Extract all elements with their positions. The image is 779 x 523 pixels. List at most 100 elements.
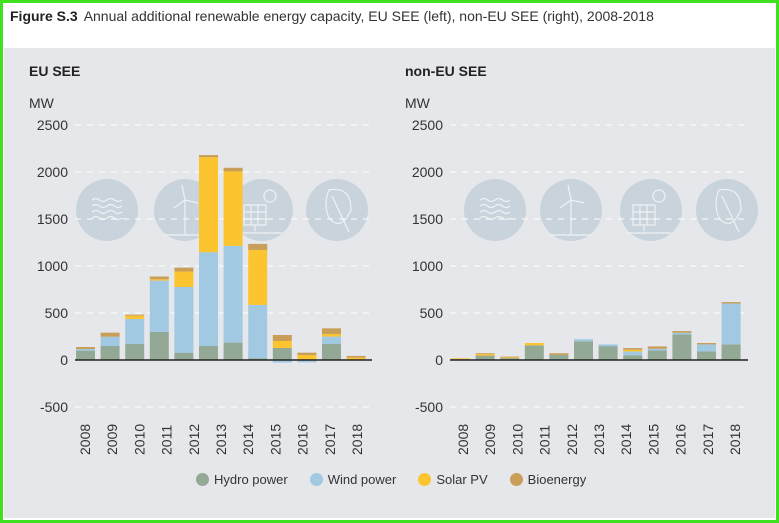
x-tick-label: 2008 xyxy=(77,424,93,455)
sun xyxy=(652,189,666,203)
bar-wind xyxy=(697,344,716,352)
y-tick-label: 2500 xyxy=(37,117,68,133)
bar-bio xyxy=(125,314,145,316)
bar-solar xyxy=(248,249,268,305)
x-tick-label: 2009 xyxy=(482,424,498,455)
legend-label: Solar PV xyxy=(436,472,488,487)
bar-bio xyxy=(549,353,569,355)
legend-swatch-hydro xyxy=(196,473,209,486)
icon-circle xyxy=(620,179,682,241)
figure-caption: Annual additional renewable energy capac… xyxy=(83,8,654,24)
figure-title: Figure S.3 Annual additional renewable en… xyxy=(10,8,654,24)
bar-solar xyxy=(272,341,292,348)
bar-solar xyxy=(223,171,243,246)
bar-hydro xyxy=(174,352,194,360)
leaf-icon xyxy=(696,179,758,241)
x-tick-label: 2009 xyxy=(104,424,120,455)
wave xyxy=(91,203,123,209)
leaf-icon xyxy=(306,179,368,241)
bar-hydro xyxy=(574,341,593,360)
x-tick-label: 2015 xyxy=(645,424,661,455)
y-tick-label: 2500 xyxy=(412,117,443,133)
x-tick-label: 2017 xyxy=(322,424,338,455)
x-tick-label: 2011 xyxy=(159,425,175,455)
x-tick-label: 2008 xyxy=(455,424,471,455)
x-tick-label: 2017 xyxy=(700,424,716,455)
icon-circle xyxy=(306,179,368,241)
solar-panel-icon xyxy=(620,179,682,241)
bar-bio xyxy=(76,347,95,350)
sun xyxy=(263,189,277,203)
x-tick-label: 2016 xyxy=(673,424,689,455)
x-tick-label: 2013 xyxy=(213,424,229,455)
bar-bio xyxy=(272,334,292,342)
bar-bio xyxy=(475,353,495,355)
bar-solar xyxy=(149,279,169,281)
bar-wind xyxy=(199,252,218,346)
y-tick-label: -500 xyxy=(415,399,443,415)
wave xyxy=(479,215,511,221)
bar-wind xyxy=(647,348,667,351)
y-tick-label: 0 xyxy=(60,352,68,368)
bar-bio xyxy=(248,243,268,250)
legend-item-solar: Solar PV xyxy=(418,472,488,487)
bar-bio xyxy=(500,356,520,358)
bar-solar xyxy=(199,157,218,253)
x-tick-label: 2014 xyxy=(240,424,256,455)
legend-label: Hydro power xyxy=(214,472,288,487)
y-tick-label: 0 xyxy=(435,352,443,368)
legend: Hydro power Wind power Solar PV Bioenerg… xyxy=(196,472,586,487)
icon-circle xyxy=(696,179,758,241)
x-tick-label: 2018 xyxy=(727,424,743,455)
x-tick-label: 2010 xyxy=(131,424,147,455)
legend-label: Wind power xyxy=(327,472,397,487)
leaf xyxy=(715,188,742,233)
wave xyxy=(91,209,123,215)
leaf xyxy=(325,188,352,233)
x-tick-label: 2011 xyxy=(537,425,553,455)
bar-bio xyxy=(199,155,218,158)
bar-hydro xyxy=(272,347,292,360)
bar-wind xyxy=(223,245,243,343)
y-tick-label: 1500 xyxy=(37,211,68,227)
legend-item-bio: Bioenergy xyxy=(509,472,587,487)
bar-solar xyxy=(346,357,366,360)
bar-wind xyxy=(125,318,145,345)
bar-bio xyxy=(174,267,194,272)
bar-wind xyxy=(322,336,341,345)
bar-bio xyxy=(322,328,341,334)
bar-solar xyxy=(475,353,495,356)
y-unit-non-eu: MW xyxy=(405,95,430,111)
legend-swatch-wind xyxy=(309,473,323,486)
bar-wind xyxy=(297,360,317,363)
figure-label: Figure S.3 xyxy=(10,8,78,24)
bar-hydro xyxy=(549,354,569,360)
x-tick-label: 2010 xyxy=(509,424,525,455)
bar-bio xyxy=(623,348,643,350)
y-tick-label: -500 xyxy=(40,399,68,415)
bar-hydro xyxy=(248,358,268,360)
bar-wind xyxy=(574,339,593,342)
bar-hydro xyxy=(721,344,741,360)
y-tick-label: 500 xyxy=(420,305,444,321)
turbine xyxy=(549,184,593,236)
bar-bio xyxy=(149,276,169,280)
bar-hydro xyxy=(76,350,95,360)
bar-wind xyxy=(672,332,692,335)
bar-hydro xyxy=(672,334,692,360)
wave xyxy=(479,197,511,203)
chart-1: 2500 2000 1500 1000 500 0 -500 2008 2009 2010 2011… xyxy=(412,117,758,455)
y-tick-label: 500 xyxy=(45,305,69,321)
bar-wind xyxy=(76,349,95,351)
bar-bio xyxy=(672,331,692,333)
y-tick-label: 2000 xyxy=(412,164,443,180)
bar-bio xyxy=(721,302,741,304)
legend-label: Bioenergy xyxy=(527,472,587,487)
legend-item-hydro: Hydro power xyxy=(196,472,288,487)
bar-wind xyxy=(623,351,643,356)
bar-solar xyxy=(322,333,341,337)
bar-wind xyxy=(721,303,741,345)
bar-wind xyxy=(100,336,120,346)
